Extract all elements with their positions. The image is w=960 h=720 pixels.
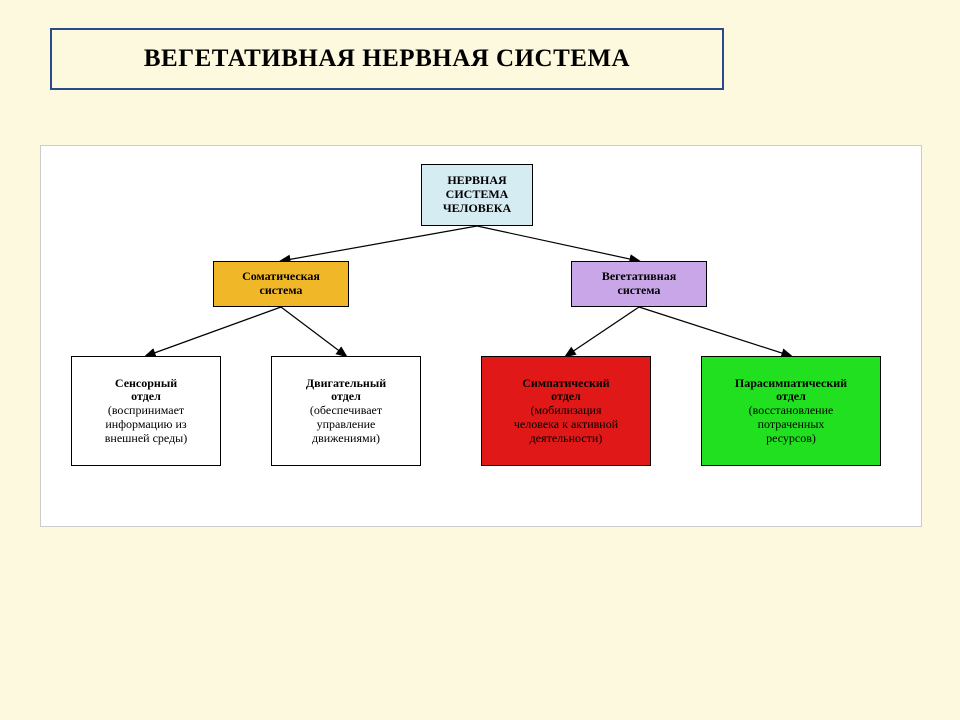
node-parasympathetic: Парасимпатическийотдел(восстановлениепот…	[701, 356, 881, 466]
node-label: управление	[317, 418, 376, 432]
node-label: движениями)	[312, 432, 380, 446]
node-label-bold: Симпатический	[522, 377, 609, 391]
node-label: человека к активной	[514, 418, 618, 432]
diagram-area: НЕРВНАЯСИСТЕМАЧЕЛОВЕКАСоматическаясистем…	[40, 145, 922, 527]
edge	[477, 226, 639, 261]
node-label: (восстановление	[749, 404, 834, 418]
edge	[281, 307, 346, 356]
page-title-box: ВЕГЕТАТИВНАЯ НЕРВНАЯ СИСТЕМА	[50, 28, 724, 90]
node-label: деятельности)	[530, 432, 603, 446]
edge	[146, 307, 281, 356]
node-label-bold: система	[618, 284, 661, 298]
node-label-bold: ЧЕЛОВЕКА	[443, 202, 511, 216]
node-sympathetic: Симпатическийотдел(мобилизациячеловека к…	[481, 356, 651, 466]
node-sensory: Сенсорныйотдел(воспринимаетинформацию из…	[71, 356, 221, 466]
node-label-bold: система	[260, 284, 303, 298]
node-label: потраченных	[758, 418, 825, 432]
node-label-bold: Соматическая	[242, 270, 320, 284]
node-label-bold: отдел	[551, 390, 581, 404]
node-label-bold: отдел	[776, 390, 806, 404]
edge	[566, 307, 639, 356]
node-label-bold: отдел	[131, 390, 161, 404]
node-label: внешней среды)	[105, 432, 187, 446]
page-title: ВЕГЕТАТИВНАЯ НЕРВНАЯ СИСТЕМА	[144, 45, 630, 73]
node-vegetative: Вегетативнаясистема	[571, 261, 707, 307]
edge	[281, 226, 477, 261]
node-label-bold: НЕРВНАЯ	[447, 174, 506, 188]
node-label-bold: Сенсорный	[115, 377, 177, 391]
node-label: (воспринимает	[108, 404, 184, 418]
node-label-bold: Парасимпатический	[735, 377, 847, 391]
node-label-bold: СИСТЕМА	[446, 188, 509, 202]
node-somatic: Соматическаясистема	[213, 261, 349, 307]
node-motor: Двигательныйотдел(обеспечиваетуправление…	[271, 356, 421, 466]
node-label-bold: Вегетативная	[602, 270, 676, 284]
node-label: информацию из	[105, 418, 186, 432]
node-label: ресурсов)	[766, 432, 816, 446]
node-label: (обеспечивает	[310, 404, 382, 418]
node-root: НЕРВНАЯСИСТЕМАЧЕЛОВЕКА	[421, 164, 533, 226]
node-label-bold: Двигательный	[306, 377, 386, 391]
node-label: (мобилизация	[531, 404, 602, 418]
edge	[639, 307, 791, 356]
node-label-bold: отдел	[331, 390, 361, 404]
